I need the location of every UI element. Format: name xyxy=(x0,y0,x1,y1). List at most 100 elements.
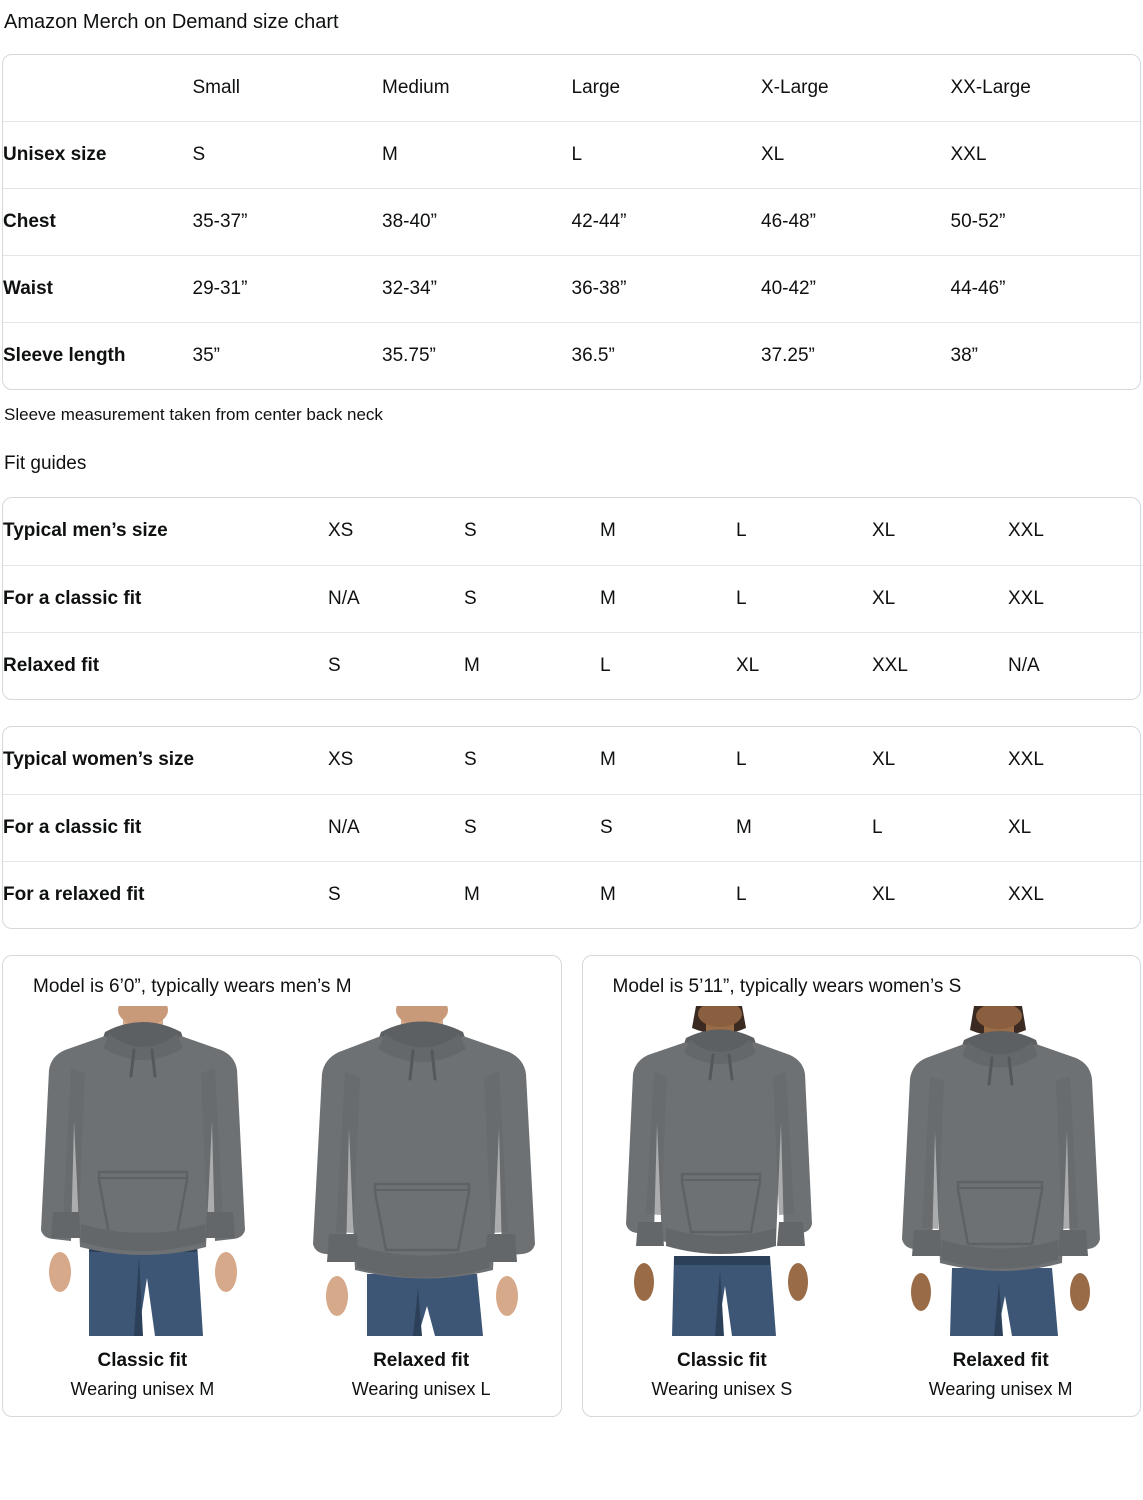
mens-classic-fit-photo xyxy=(3,1006,282,1336)
cell-mens-typical-5: XL xyxy=(872,498,1008,566)
cell-womens-classic-4: M xyxy=(736,794,872,862)
cell-mens-relaxed-2: M xyxy=(464,654,480,676)
cell-sleeve-xxlarge: 38” xyxy=(950,344,978,366)
row-label-typical-mens-size: Typical men’s size xyxy=(3,498,328,566)
womens-relaxed-fit-model: Relaxed fit Wearing unisex M xyxy=(861,1006,1140,1402)
page-title: Amazon Merch on Demand size chart xyxy=(4,11,339,33)
cell-womens-relaxed-4: L xyxy=(736,883,747,905)
mens-model-card: Model is 6’0”, typically wears men’s M xyxy=(2,955,562,1417)
male-model-relaxed-fit-illustration xyxy=(313,1006,536,1336)
cell-womens-typical-5: XL xyxy=(872,727,1008,795)
table-row: Typical women’s size XS S M L XL XXL xyxy=(3,727,1143,795)
mens-relaxed-fit-caption: Relaxed fit xyxy=(373,1350,470,1371)
cell-mens-typical-4: L xyxy=(736,498,872,566)
cell-sleeve-large: 36.5” xyxy=(571,344,615,366)
mens-fit-guide-table: Typical men’s size XS S M L XL XXL For a… xyxy=(3,498,1143,699)
row-label-waist: Waist xyxy=(3,255,193,323)
womens-fit-guide-card: Typical women’s size XS S M L XL XXL For… xyxy=(2,726,1143,929)
mens-fit-guide-card: Typical men’s size XS S M L XL XXL For a… xyxy=(2,497,1143,700)
female-model-relaxed-fit-illustration xyxy=(902,1006,1101,1336)
cell-unisex-size-small: S xyxy=(192,121,382,189)
column-header-xlarge: X-Large xyxy=(761,55,951,122)
row-label-chest: Chest xyxy=(3,188,193,256)
womens-fit-guide-table: Typical women’s size XS S M L XL XXL For… xyxy=(3,727,1143,928)
cell-chest-large: 42-44” xyxy=(571,188,761,256)
cell-waist-large: 36-38” xyxy=(571,255,761,323)
cell-womens-typical-2: S xyxy=(464,727,600,795)
spacer xyxy=(0,929,1143,955)
womens-classic-fit-wearing: Wearing unisex S xyxy=(651,1379,793,1399)
cell-chest-xlarge: 46-48” xyxy=(761,188,951,256)
column-header-blank xyxy=(3,55,193,122)
table-row: Typical men’s size XS S M L XL XXL xyxy=(3,498,1143,566)
cell-unisex-size-medium: M xyxy=(382,121,572,189)
mens-classic-fit-caption: Classic fit xyxy=(97,1350,188,1371)
cell-womens-typical-1: XS xyxy=(328,727,464,795)
column-header-xxlarge: XX-Large xyxy=(950,55,1140,122)
cell-unisex-size-xlarge: XL xyxy=(761,121,951,189)
cell-mens-classic-5: XL xyxy=(872,565,1008,633)
row-label-typical-womens-size: Typical women’s size xyxy=(3,727,328,795)
cell-womens-relaxed-6: XXL xyxy=(1008,883,1044,905)
row-label-unisex-size: Unisex size xyxy=(3,121,193,189)
row-label-mens-relaxed-fit: Relaxed fit xyxy=(3,654,100,676)
cell-waist-medium: 32-34” xyxy=(382,255,572,323)
womens-classic-fit-model: Classic fit Wearing unisex S xyxy=(583,1006,862,1402)
cell-womens-classic-3: S xyxy=(600,794,736,862)
cell-sleeve-medium: 35.75” xyxy=(382,344,436,366)
spacer xyxy=(0,36,1143,54)
cell-mens-typical-1: XS xyxy=(328,498,464,566)
size-chart-table-card: Small Medium Large X-Large XX-Large Unis… xyxy=(2,54,1141,390)
row-label-mens-classic-fit: For a classic fit xyxy=(3,565,328,633)
womens-classic-fit-photo xyxy=(583,1006,862,1336)
table-row: For a relaxed fit S M M L XL XXL xyxy=(3,861,1143,928)
cell-womens-typical-3: M xyxy=(600,727,736,795)
cell-womens-relaxed-3: M xyxy=(600,883,616,905)
cell-mens-classic-1: N/A xyxy=(328,565,464,633)
cell-mens-classic-6: XXL xyxy=(1008,565,1143,633)
cell-waist-xxlarge: 44-46” xyxy=(950,255,1140,323)
cell-sleeve-small: 35” xyxy=(192,344,220,366)
cell-womens-classic-6: XL xyxy=(1008,794,1143,862)
spacer xyxy=(0,700,1143,726)
cell-womens-classic-2: S xyxy=(464,794,600,862)
column-header-small: Small xyxy=(192,55,382,122)
cell-mens-relaxed-4: XL xyxy=(736,654,760,676)
cell-womens-typical-6: XXL xyxy=(1008,727,1143,795)
cell-mens-typical-6: XXL xyxy=(1008,498,1143,566)
mens-classic-fit-model: Classic fit Wearing unisex M xyxy=(3,1006,282,1402)
mens-relaxed-fit-model: Relaxed fit Wearing unisex L xyxy=(282,1006,561,1402)
womens-model-pair: Classic fit Wearing unisex S xyxy=(583,1006,1141,1402)
size-chart-table: Small Medium Large X-Large XX-Large Unis… xyxy=(3,55,1140,389)
cell-womens-relaxed-5: XL xyxy=(872,883,896,905)
cell-waist-xlarge: 40-42” xyxy=(761,255,951,323)
cell-chest-medium: 38-40” xyxy=(382,188,572,256)
table-row: Chest 35-37” 38-40” 42-44” 46-48” 50-52” xyxy=(3,188,1140,256)
cell-mens-classic-4: L xyxy=(736,565,872,633)
row-label-sleeve-length: Sleeve length xyxy=(3,344,126,366)
womens-relaxed-fit-photo xyxy=(861,1006,1140,1336)
mens-model-pair: Classic fit Wearing unisex M xyxy=(3,1006,561,1402)
fit-guides-heading: Fit guides xyxy=(4,453,87,474)
male-model-classic-fit-illustration xyxy=(41,1006,246,1336)
table-row: Waist 29-31” 32-34” 36-38” 40-42” 44-46” xyxy=(3,255,1140,323)
mens-classic-fit-wearing: Wearing unisex M xyxy=(70,1379,215,1399)
cell-unisex-size-xxlarge: XXL xyxy=(950,121,1140,189)
mens-relaxed-fit-wearing: Wearing unisex L xyxy=(351,1379,491,1399)
cell-chest-small: 35-37” xyxy=(192,188,382,256)
spacer xyxy=(0,477,1143,497)
cell-mens-typical-3: M xyxy=(600,498,736,566)
cell-mens-classic-2: S xyxy=(464,565,600,633)
mens-model-card-title: Model is 6’0”, typically wears men’s M xyxy=(33,976,352,997)
womens-model-card: Model is 5’11”, typically wears women’s … xyxy=(581,955,1141,1417)
womens-model-card-title: Model is 5’11”, typically wears women’s … xyxy=(612,976,962,997)
table-row: Relaxed fit S M L XL XXL N/A xyxy=(3,632,1143,699)
cell-womens-classic-1: N/A xyxy=(328,794,464,862)
cell-waist-small: 29-31” xyxy=(192,255,382,323)
mens-relaxed-fit-photo xyxy=(282,1006,561,1336)
sleeve-measurement-note: Sleeve measurement taken from center bac… xyxy=(4,405,383,424)
table-row: Unisex size S M L XL XXL xyxy=(3,121,1140,189)
cell-mens-relaxed-5: XXL xyxy=(872,654,908,676)
cell-mens-classic-3: M xyxy=(600,565,736,633)
